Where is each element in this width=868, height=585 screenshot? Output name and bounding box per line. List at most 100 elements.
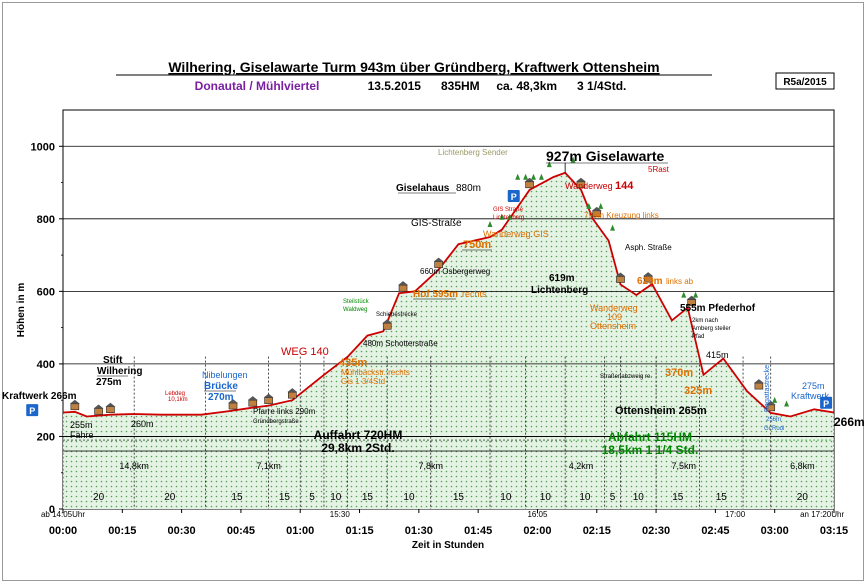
clock-labels: ab 14:05Uhr 15:30 16:05 17:00 an 17:20Uhr [41,510,845,519]
chart-title: Wilhering, Giselawarte Turm 943m über Gr… [168,59,659,75]
section-speed-label: 15 [672,492,684,503]
clock-label: 16:05 [527,510,548,519]
clock-label: ab 14:05Uhr [41,510,85,519]
parking-sign-icon [820,396,833,409]
parking-letter: P [823,399,829,409]
house-roof-icon [591,206,602,211]
section-speed-label: 10 [500,492,512,503]
x-tick-label: 01:15 [345,525,373,537]
house-roof-icon [686,295,697,300]
ascent-summary: Auffahrt 720HM [314,428,403,442]
annotation-label: Amberg steiler [692,326,731,332]
profile-fill [63,172,834,510]
y-tick-label: 1000 [31,141,55,153]
annotation-label: Gis 1 3/4Std [341,377,385,386]
annotation-label: 109 [607,312,622,322]
annotation-label: Lichtenberg [493,215,524,221]
tree-icon [546,161,552,168]
clock-label: an 17:20Uhr [800,510,844,519]
section-speed-label: 15 [231,492,243,503]
annotation-label: 5Rast [648,165,670,174]
annotation-label: Wanderweg [590,303,638,313]
annotation-label: Kraftwerk 266m [2,391,77,402]
section-speed-label: 20 [164,492,176,503]
markers: P P P [26,156,833,417]
section-speed-label: 15 [279,492,291,503]
annotation-label: Stift [103,355,123,366]
tree-icon [487,220,493,227]
section-speeds: 20 20 15 15 5 10 15 10 15 10 10 10 5 10 15 15 20 [93,492,808,503]
tree-icon [586,202,592,209]
x-tick-label: 02:45 [701,525,729,537]
house-roof-icon [433,257,444,262]
section-distance-label: 14,8km [119,461,149,471]
tree-icon [499,213,505,220]
annotation-label: Wilhering [97,366,142,377]
y-axis-label: Höhen in m [16,283,27,338]
annotation-label: 256m [766,417,781,423]
annotation-label: links ab [666,277,694,286]
tree-icon [570,156,576,163]
y-tick-label: 600 [37,286,55,298]
house-icon [106,406,115,413]
profile-line-group [62,171,835,418]
annotation-label: Hof 595m [413,289,458,300]
annotation-label: 415m [706,350,729,360]
chart-subtitle-region: Donautal / Mühlviertel [195,79,320,93]
annotation-label: 620m [637,276,663,287]
annotation-label: Mühlbäckstr. rechts [341,368,410,377]
house-roof-icon [228,399,239,404]
descent-summary: Abfahrt 115HM [608,430,692,444]
tree-icon [523,173,529,180]
end-elevation-label: 266m [834,415,865,429]
annotation-label: Brücke [204,381,238,392]
profile-line [62,171,835,418]
section-distance-label: 4,2km [569,461,594,471]
annotation-label: 270m [208,392,234,403]
house-roof-icon [615,272,626,277]
annotation-label: 880m [456,183,481,194]
tree-icon [693,291,699,298]
house-roof-icon [382,319,393,324]
annotation-label: Waldweg [343,307,367,313]
x-tick-label: 03:15 [820,525,848,537]
house-roof-icon [765,400,776,405]
annotation-label: Gr.Rodl [764,426,784,432]
section-speed-label: 10 [403,492,415,503]
annotation-label: Lebdeg [165,391,185,397]
annotation-label: Wanderweg [565,181,613,191]
y-tick-label: 400 [37,359,55,371]
section-distances: 14,8km 7,1km 7,8km 4,2km 7,5km 6,8km [119,461,814,471]
section-distance-label: 7,1km [256,461,281,471]
house-icon [264,397,273,404]
tree-icon [515,173,521,180]
house-roof-icon [263,393,274,398]
x-tick-label: 01:30 [405,525,433,537]
house-icon [70,403,80,411]
chart-subtitle-info: 13.5.2015 835HM ca. 48,3km 3 1/4Std. [368,79,627,93]
house-icon [228,402,238,410]
x-tick-label: 02:15 [583,525,611,537]
section-speed-label: 15 [362,492,374,503]
annotation-label: GIS Straße [493,207,524,213]
x-tick-label: 01:00 [286,525,314,537]
grid [62,145,835,509]
section-speed-label: 10 [633,492,645,503]
x-tick-label: 00:00 [49,525,77,537]
house-icon [616,276,625,283]
house-roof-icon [247,396,258,401]
annotation-label: Straßenabzweig re. [600,374,652,380]
annotation-label: 927m Giselawarte [546,148,665,164]
x-tick-label: 01:45 [464,525,492,537]
annotation-label: Asph. Straße [625,243,672,252]
x-ticks: 00:00 00:15 00:30 00:45 01:00 01:15 01:30 01:45… [49,509,848,537]
house-icon [754,382,764,390]
annotation-label: 795m Kreuzung links [584,211,659,220]
annotation-label: Kraftwerk [791,391,830,401]
section-speed-label: 10 [540,492,552,503]
section-speed-label: 20 [797,492,809,503]
house-roof-icon [93,404,104,409]
clock-label: 15:30 [330,510,351,519]
house-icon [398,284,408,292]
annotation-label: rechts [462,289,487,299]
